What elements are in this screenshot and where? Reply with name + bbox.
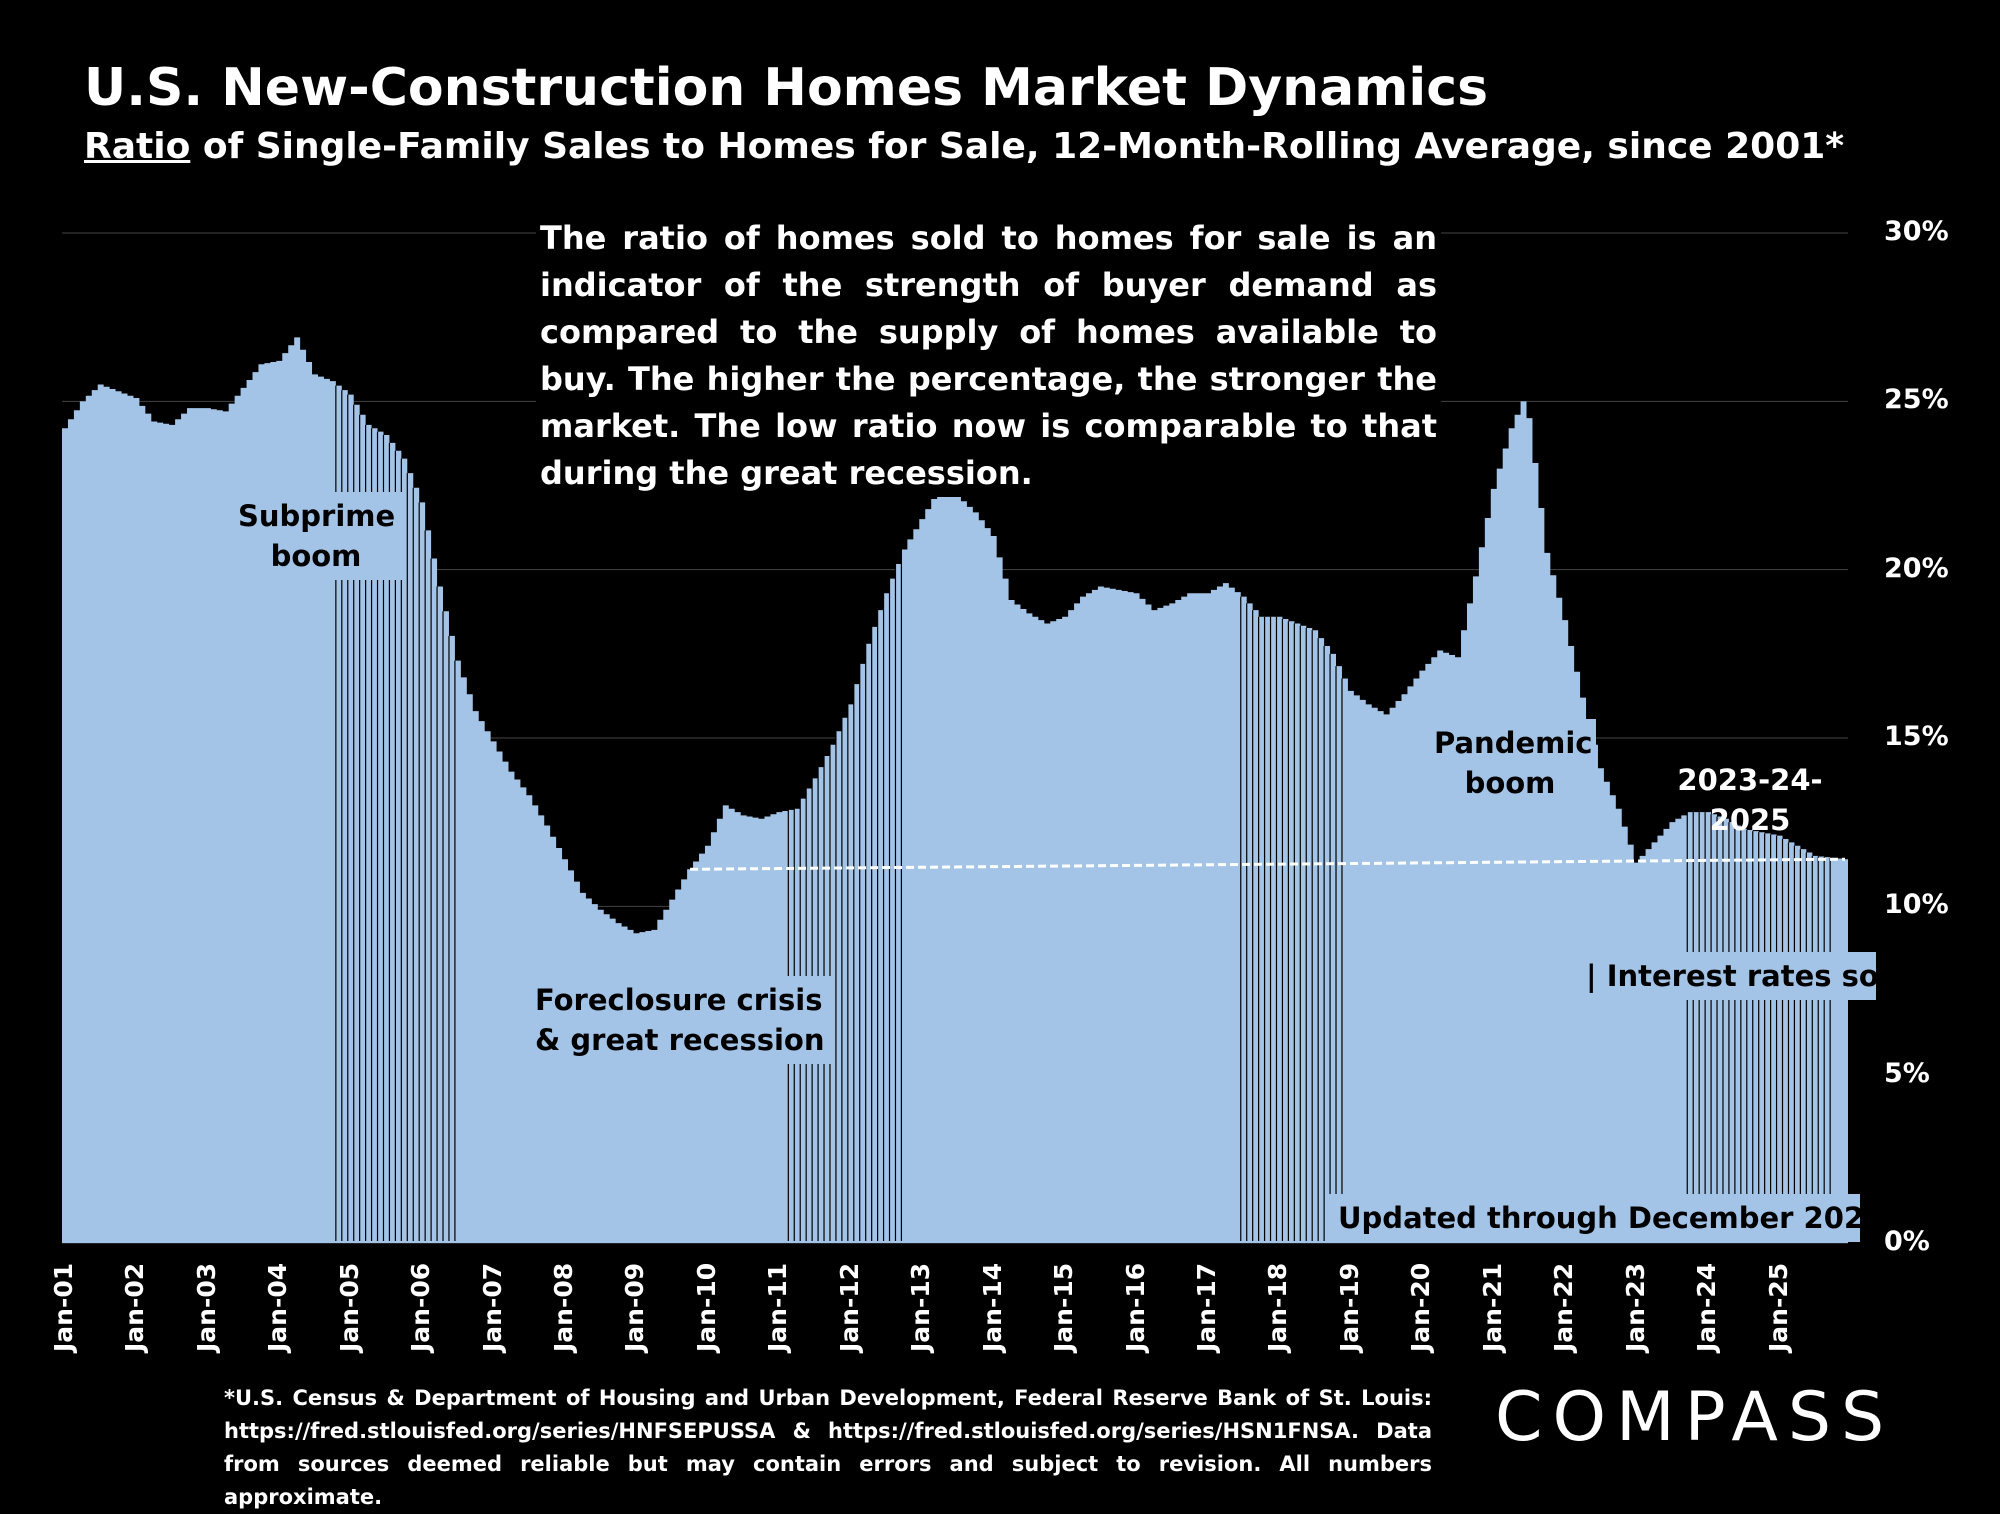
x-tick-label: Jan-15 (1049, 1262, 1079, 1352)
x-tick-label: Jan-21 (1477, 1262, 1507, 1352)
x-tick-label: Jan-04 (263, 1262, 293, 1352)
x-tick-label: Jan-08 (549, 1262, 579, 1352)
area-series-fill (62, 337, 1848, 1243)
explanation-callout: The ratio of homes sold to homes for sal… (536, 215, 1441, 497)
x-tick-label: Jan-05 (334, 1262, 364, 1352)
y-tick-label: 20% (1884, 552, 1949, 584)
chart-subtitle: Ratio of Single-Family Sales to Homes fo… (84, 126, 1844, 167)
annotation-subprime-line1: Subprime (238, 499, 396, 533)
x-tick-label: Jan-09 (620, 1262, 650, 1352)
y-tick-label: 25% (1884, 384, 1949, 416)
y-tick-label: 0% (1884, 1226, 1930, 1257)
x-tick-label: Jan-06 (406, 1262, 436, 1352)
dashed-trend-line (690, 857, 1846, 871)
annotation-updated: Updated through December 2025 (1328, 1194, 1884, 1242)
x-tick-label: Jan-16 (1120, 1262, 1150, 1352)
x-tick-label: Jan-10 (691, 1262, 721, 1352)
annotation-subprime-line2: boom (270, 539, 362, 573)
area-series (62, 337, 1848, 1243)
x-tick-label: Jan-20 (1406, 1262, 1436, 1352)
x-tick-label: Jan-19 (1334, 1262, 1364, 1352)
compass-logo: COMPASS (1495, 1378, 1895, 1457)
annotation-2023-period: 2023-24-2025 (1677, 763, 1823, 837)
x-tick-label: Jan-01 (48, 1262, 78, 1352)
x-tick-label: Jan-14 (977, 1262, 1007, 1352)
y-tick-label: 30% (1884, 216, 1949, 247)
x-tick-label: Jan-18 (1263, 1262, 1293, 1352)
annotation-pandemic-line1: Pandemic (1434, 726, 1593, 760)
y-tick-label: 15% (1884, 721, 1949, 752)
x-tick-label: Jan-22 (1549, 1262, 1579, 1352)
shaded-periods (335, 385, 1831, 1241)
x-tick-label: Jan-23 (1620, 1262, 1650, 1352)
annotation-subprime-boom: Subprime boom (228, 492, 404, 580)
page-title: U.S. New-Construction Homes Market Dynam… (84, 58, 1489, 118)
x-tick-label: Jan-11 (763, 1262, 793, 1352)
annotation-pandemic-boom: Pandemic boom (1424, 719, 1596, 807)
y-tick-label: 5% (1884, 1057, 1930, 1089)
subtitle-text: of Single-Family Sales to Homes for Sale… (190, 126, 1845, 167)
x-tick-label: Jan-13 (906, 1262, 936, 1352)
trend-line (690, 857, 1846, 871)
annotation-foreclosure-line2: & great recession (535, 1023, 825, 1057)
x-tick-label: Jan-03 (191, 1262, 221, 1352)
x-tick-label: Jan-17 (1192, 1262, 1222, 1352)
x-tick-label: Jan-12 (834, 1262, 864, 1352)
x-tick-label: Jan-25 (1763, 1262, 1793, 1352)
annotation-interest-rates: | Interest rates soar (1576, 952, 1913, 1000)
x-tick-label: Jan-07 (477, 1262, 507, 1352)
x-tick-label: Jan-24 (1692, 1262, 1722, 1352)
subtitle-underlined-word: Ratio (84, 126, 191, 167)
y-tick-label: 10% (1884, 889, 1949, 921)
annotation-foreclosure-line1: Foreclosure crisis (535, 983, 823, 1017)
source-footnote: *U.S. Census & Department of Housing and… (224, 1386, 1432, 1509)
annotation-pandemic-line2: boom (1464, 766, 1556, 800)
annotation-foreclosure-crisis: Foreclosure crisis & great recession (525, 976, 835, 1064)
x-tick-label: Jan-02 (120, 1262, 150, 1352)
